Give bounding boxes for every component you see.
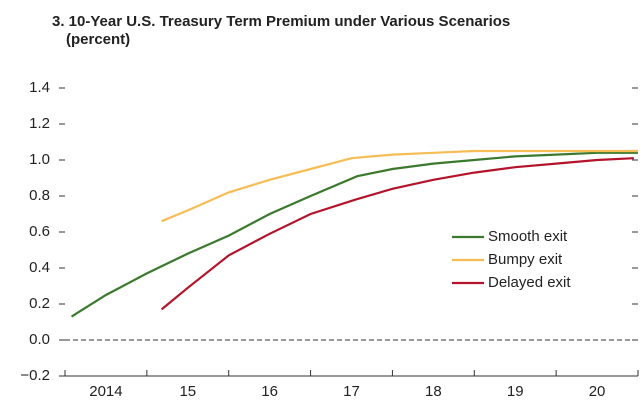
line-series — [70, 151, 638, 318]
x-tick-label: 16 — [261, 383, 278, 400]
y-tick-label: 1.4 — [29, 79, 50, 96]
x-tick-label: 20 — [589, 383, 606, 400]
legend-label: Smooth exit — [488, 228, 568, 245]
x-tick-label: 18 — [425, 383, 442, 400]
y-tick-label: 1.2 — [29, 115, 50, 132]
x-tick-label: 15 — [179, 383, 196, 400]
chart-title: 3. 10-Year U.S. Treasury Term Premium un… — [52, 13, 510, 30]
y-tick-label: 0.6 — [29, 223, 50, 240]
line-series — [160, 157, 634, 311]
x-tick-label: 2014 — [89, 383, 122, 400]
line-series — [161, 149, 638, 223]
y-tick-label: 0.8 — [29, 187, 50, 204]
legend-label: Bumpy exit — [488, 251, 563, 268]
y-tick-label: 0.2 — [29, 295, 50, 312]
y-tick-label: 0.0 — [29, 331, 50, 348]
legend-label: Delayed exit — [488, 274, 571, 291]
chart-subtitle: (percent) — [66, 31, 130, 48]
x-tick-label: 17 — [343, 383, 360, 400]
y-tick-label: −0.2 — [20, 367, 50, 384]
y-tick-label: 0.4 — [29, 259, 50, 276]
x-tick-label: 19 — [507, 383, 524, 400]
y-tick-label: 1.0 — [29, 151, 50, 168]
